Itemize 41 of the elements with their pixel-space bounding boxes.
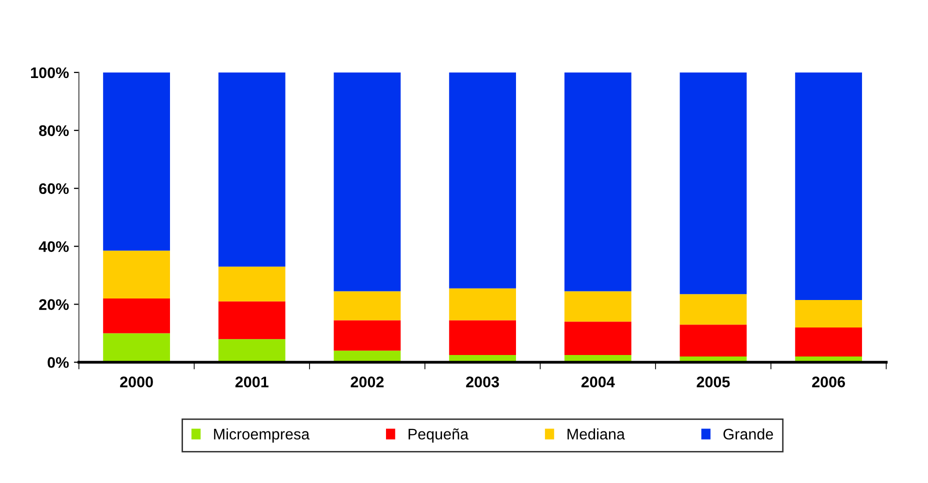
bar [449, 320, 516, 356]
x-tick-label: 2006 [812, 376, 846, 388]
bar [680, 324, 747, 356]
bar [564, 291, 632, 322]
bar [334, 72, 401, 292]
y-tick-label: 60% [39, 183, 69, 194]
x-tick-label: 2001 [235, 376, 268, 388]
bar [564, 322, 632, 356]
bar [564, 72, 632, 292]
bar [218, 301, 286, 340]
bar [218, 339, 286, 362]
bar [795, 327, 862, 356]
bar [103, 333, 170, 362]
bar [334, 291, 401, 320]
x-tick-label: 2004 [581, 376, 615, 388]
legend-label: Pequeña [408, 428, 469, 443]
bar [218, 266, 286, 302]
bar [334, 350, 401, 362]
legend-label: Mediana [568, 428, 625, 440]
y-tick-label: 40% [38, 241, 69, 252]
legend-label: Grande [723, 428, 773, 440]
bar [103, 72, 170, 251]
bar [449, 72, 516, 288]
bar [218, 72, 286, 267]
bar [449, 288, 516, 320]
bar [103, 298, 170, 334]
bar [680, 294, 747, 325]
y-tick-label: 20% [39, 299, 69, 310]
x-tick-label: 2003 [466, 376, 500, 388]
y-tick-label: 100% [31, 67, 69, 78]
x-tick-label: 2005 [696, 376, 730, 388]
bar [334, 320, 401, 351]
y-tick-label: 80% [39, 125, 69, 136]
bar [103, 250, 170, 298]
bar [795, 300, 862, 328]
x-tick-label: 2002 [350, 376, 384, 388]
bar [680, 72, 747, 294]
x-tick-label: 2000 [120, 376, 153, 388]
bar [795, 72, 862, 300]
legend-label: Microempresa [214, 428, 310, 443]
y-tick-label: 0% [48, 357, 69, 368]
